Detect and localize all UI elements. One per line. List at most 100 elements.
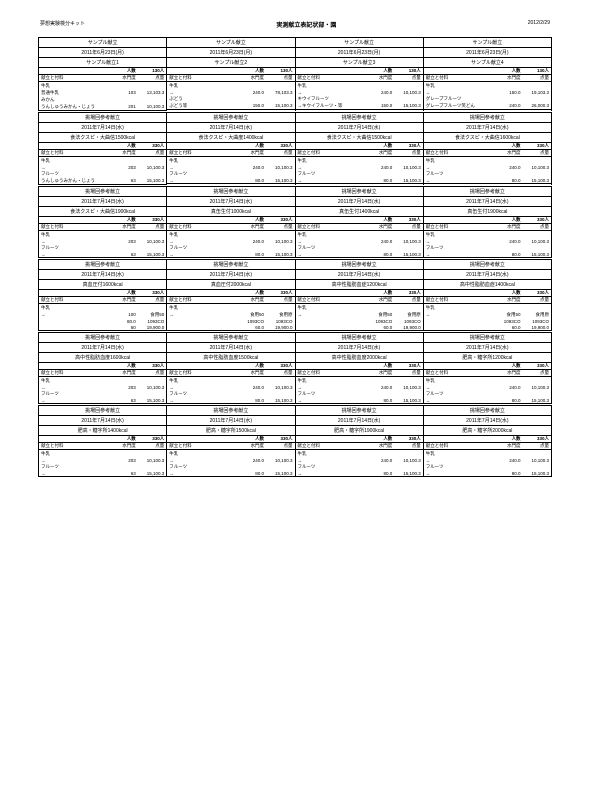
menu-column: 挑場回参考献立2011年7月14日(水)真血圧付1600kcal人数330人献立… bbox=[38, 259, 166, 331]
data-row: 牛乳 bbox=[296, 231, 423, 238]
data-row: 牛乳 bbox=[167, 157, 294, 164]
data-row: フルーツ bbox=[296, 463, 423, 470]
col-title: サンプル献立 bbox=[39, 37, 166, 48]
col-date: 2011年7月14日(水) bbox=[167, 343, 294, 353]
col-count-header: 人数330人 bbox=[39, 290, 166, 297]
data-row: 牛乳 bbox=[424, 157, 551, 164]
col-title: 挑場回参考献立 bbox=[296, 405, 423, 416]
menu-column: 挑場回参考献立2011年7月14日(水)肥高・糖字所1400kcal人数330人… bbox=[38, 405, 166, 477]
col-title: 挑場回参考献立 bbox=[167, 405, 294, 416]
menu-column: 挑場回参考献立2011年7月14日(水)真缶生付1000kcal人数330人献立… bbox=[166, 186, 294, 258]
data-row: 牛乳 bbox=[39, 231, 166, 238]
menu-column: 挑場回参考献立2011年7月14日(水)肥高・糖字所1200kcal人数330人… bbox=[423, 332, 552, 404]
data-row: 牛乳 bbox=[167, 377, 294, 384]
data-row: →20310,100.3 bbox=[39, 384, 166, 390]
col-count-header: 人数330人 bbox=[167, 217, 294, 224]
col-count-header: 人数330人 bbox=[39, 143, 166, 150]
data-row: 1093CO1093CO bbox=[424, 318, 551, 324]
col-field-header: 献立と付料水門度点量 bbox=[424, 75, 551, 82]
col-field-header: 献立と付料水門度点量 bbox=[424, 224, 551, 231]
col-date: 2011年7月14日(水) bbox=[39, 197, 166, 207]
data-row: →240.010,100.3 bbox=[296, 457, 423, 463]
col-field-header: 献立と付料水門度点量 bbox=[39, 75, 166, 82]
col-date: 2011年7月14日(水) bbox=[424, 416, 551, 426]
col-date: 2011年7月14日(水) bbox=[424, 343, 551, 353]
col-count-header: 人数330人 bbox=[296, 217, 423, 224]
col-field-header: 献立と付料水門度点量 bbox=[424, 150, 551, 157]
data-row: 牛乳 bbox=[424, 231, 551, 238]
col-title: 挑場回参考献立 bbox=[296, 259, 423, 270]
data-row: フルーツ bbox=[39, 390, 166, 397]
data-row: →100食用50 bbox=[39, 311, 166, 318]
menu-column: 挑場回参考献立2011年7月14日(水)食法クスピ・大曲度1400kcal人数3… bbox=[166, 112, 294, 185]
col-subtitle: サンプル献立2 bbox=[167, 58, 294, 68]
col-count-header: 人数130人 bbox=[167, 68, 294, 75]
col-count-header: 人数130人 bbox=[39, 68, 166, 75]
data-row: フルーツ bbox=[39, 170, 166, 177]
col-title: 挑場回参考献立 bbox=[296, 186, 423, 197]
data-row: 牛乳 bbox=[39, 82, 166, 89]
col-field-header: 献立と付料水門度点量 bbox=[167, 370, 294, 377]
col-subtitle: 真缶生付1400kcal bbox=[296, 207, 423, 217]
col-count-header: 人数130人 bbox=[296, 68, 423, 75]
data-row: みかん bbox=[39, 96, 166, 103]
col-field-header: 献立と付料水門度点量 bbox=[39, 370, 166, 377]
col-field-header: 献立と付料水門度点量 bbox=[424, 297, 551, 304]
data-row: 牛乳 bbox=[424, 304, 551, 311]
col-date: 2011年6月23日(月) bbox=[424, 48, 551, 58]
col-title: 挑場回参考献立 bbox=[424, 186, 551, 197]
col-subtitle: サンプル献立1 bbox=[39, 58, 166, 68]
col-subtitle: 食法クスピ・大曲信1600kcal bbox=[424, 133, 551, 143]
menu-column: 挑場回参考献立2011年7月14日(水)真血圧付2000kcal人数330人献立… bbox=[166, 259, 294, 331]
col-field-header: 献立と付料水門度点量 bbox=[424, 443, 551, 450]
col-title: 挑場回参考献立 bbox=[424, 332, 551, 343]
col-field-header: 献立と付料水門度点量 bbox=[296, 370, 423, 377]
col-field-header: 献立と付料水門度点量 bbox=[167, 224, 294, 231]
col-subtitle: 食法クスピ・大曲信1500kcal bbox=[296, 133, 423, 143]
menu-column: 挑場回参考献立2011年7月14日(水)真缶生付1900kcal人数330人献立… bbox=[423, 186, 552, 258]
data-row: →6315,100.3 bbox=[39, 397, 166, 404]
data-row: フルーツ bbox=[39, 463, 166, 470]
col-subtitle: 肥高・糖字所1500kcal bbox=[167, 426, 294, 436]
data-row: フルーツ bbox=[424, 244, 551, 251]
data-row: 牛乳 bbox=[296, 157, 423, 164]
col-date: 2011年6月23日(月) bbox=[296, 48, 423, 58]
menu-column: 挑場回参考献立2011年7月14日(水)食法クスピ・大曲信1500kcal人数3… bbox=[295, 112, 423, 185]
data-row: →80.015,100.3 bbox=[424, 470, 551, 477]
col-subtitle: 高中性脂肪血度2000kcal bbox=[296, 353, 423, 363]
data-row: 1093CO1093CO bbox=[167, 318, 294, 324]
col-date: 2011年7月14日(水) bbox=[296, 123, 423, 133]
col-field-header: 献立と付料水門度点量 bbox=[167, 443, 294, 450]
col-title: サンプル献立 bbox=[167, 37, 294, 48]
data-row: 牛乳 bbox=[167, 450, 294, 457]
data-row: 80.01093CO bbox=[39, 318, 166, 324]
col-field-header: 献立と付料水門度点量 bbox=[39, 224, 166, 231]
col-field-header: 献立と付料水門度点量 bbox=[167, 75, 294, 82]
data-row: →240.010,100.3 bbox=[296, 89, 423, 95]
data-row: →80.015,100.3 bbox=[296, 397, 423, 404]
data-row: →キウイフルーツ・等150.015,100.3 bbox=[296, 102, 423, 110]
menu-column: 挑場回参考献立2011年7月14日(水)肥高・糖字所2000kcal人数330人… bbox=[423, 405, 552, 477]
col-title: 挑場回参考献立 bbox=[39, 259, 166, 270]
col-date: 2011年7月14日(水) bbox=[167, 270, 294, 280]
menu-column: 挑場回参考献立2011年7月14日(水)高中性脂肪血症1400kcal人数330… bbox=[423, 259, 552, 331]
data-row: 牛乳 bbox=[167, 304, 294, 311]
menu-column: 挑場回参考献立2011年7月14日(水)食法クスピ・大曲信1900kcal人数3… bbox=[38, 186, 166, 258]
col-count-header: 人数330人 bbox=[167, 363, 294, 370]
data-row: フルーツ bbox=[167, 390, 294, 397]
col-title: 挑場回参考献立 bbox=[424, 259, 551, 270]
col-date: 2011年7月14日(水) bbox=[39, 416, 166, 426]
data-row: 牛乳 bbox=[296, 377, 423, 384]
col-count-header: 人数330人 bbox=[39, 363, 166, 370]
col-subtitle: 肥高・糖字所1400kcal bbox=[39, 426, 166, 436]
col-count-header: 人数330人 bbox=[296, 143, 423, 150]
col-subtitle: サンプル献立3 bbox=[296, 58, 423, 68]
col-field-header: 献立と付料水門度点量 bbox=[39, 443, 166, 450]
col-field-header: 献立と付料水門度点量 bbox=[39, 297, 166, 304]
page-header: 夢想実験検分キット 実測献立表記状部・園 2012/2/29 bbox=[0, 0, 590, 37]
header-left: 夢想実験検分キット bbox=[40, 20, 85, 29]
menu-column: 挑場回参考献立2011年7月14日(水)肥高・糖字所1500kcal人数330人… bbox=[166, 405, 294, 477]
data-row: →6315,100.3 bbox=[39, 470, 166, 477]
data-row: →20310,100.3 bbox=[39, 457, 166, 463]
col-count-header: 人数330人 bbox=[296, 436, 423, 443]
